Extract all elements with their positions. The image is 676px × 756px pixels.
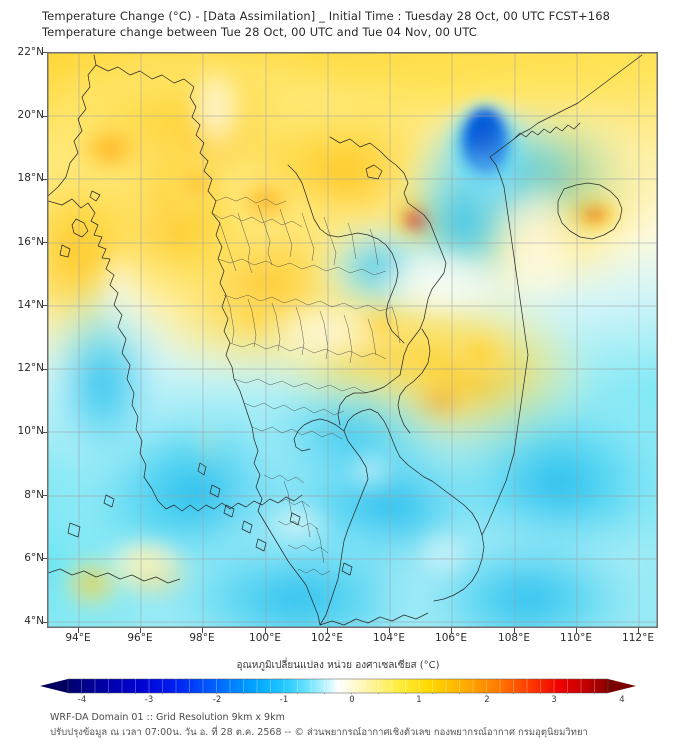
footer-block: WRF-DA Domain 01 :: Grid Resolution 9km … bbox=[50, 710, 670, 740]
xtick-100E: 100°E bbox=[249, 632, 281, 644]
anomaly-field bbox=[48, 53, 657, 627]
cbar-tick-0: 0 bbox=[349, 695, 355, 705]
xtick-mark bbox=[327, 628, 328, 633]
ytick-mark bbox=[42, 369, 47, 370]
cbar-tick-1: 1 bbox=[416, 695, 422, 705]
ytick-mark bbox=[42, 116, 47, 117]
island-coastlines bbox=[48, 164, 429, 626]
ytick-mark bbox=[42, 432, 47, 433]
colorbar-extend-high bbox=[608, 679, 636, 693]
ytick-mark bbox=[42, 52, 47, 53]
ytick-mark bbox=[42, 305, 47, 306]
colorbar-extend-low bbox=[40, 679, 68, 693]
ytick-16N: 16°N bbox=[17, 236, 44, 248]
ytick-8N: 8°N bbox=[24, 489, 44, 501]
ytick-20N: 20°N bbox=[17, 109, 44, 121]
colorbar[interactable] bbox=[40, 678, 636, 696]
xtick-108E: 108°E bbox=[498, 632, 530, 644]
colorbar-block: อุณหภูมิเปลี่ยนแปลง หน่วย องศาเซลเซียส (… bbox=[0, 658, 676, 708]
xtick-106E: 106°E bbox=[435, 632, 467, 644]
xtick-102E: 102°E bbox=[311, 632, 343, 644]
ytick-14N: 14°N bbox=[17, 299, 44, 311]
xtick-94E: 94°E bbox=[65, 632, 91, 644]
province-boundaries bbox=[211, 196, 401, 576]
ytick-18N: 18°N bbox=[17, 172, 44, 184]
xtick-110E: 110°E bbox=[560, 632, 592, 644]
colorbar-gradient bbox=[40, 678, 636, 696]
xtick-mark bbox=[576, 628, 577, 633]
cbar-tick--3: -3 bbox=[144, 695, 154, 705]
title-line-1: Temperature Change (°C) - [Data Assimila… bbox=[42, 9, 611, 23]
xtick-mark bbox=[202, 628, 203, 633]
title-line-2: Temperature change between Tue 28 Oct, 0… bbox=[42, 25, 477, 39]
xtick-mark bbox=[265, 628, 266, 633]
ytick-10N: 10°N bbox=[17, 425, 44, 437]
xtick-mark bbox=[140, 628, 141, 633]
xtick-mark bbox=[451, 628, 452, 633]
ytick-mark bbox=[42, 622, 47, 623]
ytick-22N: 22°N bbox=[17, 46, 44, 58]
map-plot-area[interactable] bbox=[47, 52, 658, 628]
ytick-mark bbox=[42, 558, 47, 559]
map-coastlines bbox=[48, 54, 643, 626]
cbar-tick--4: -4 bbox=[77, 695, 87, 705]
xtick-mark bbox=[389, 628, 390, 633]
xtick-104E: 104°E bbox=[373, 632, 405, 644]
chart-title-block: Temperature Change (°C) - [Data Assimila… bbox=[42, 8, 662, 40]
xtick-mark bbox=[638, 628, 639, 633]
cbar-tick--1: -1 bbox=[279, 695, 289, 705]
cbar-tick-3: 3 bbox=[551, 695, 557, 705]
cbar-tick--2: -2 bbox=[212, 695, 222, 705]
xtick-mark bbox=[514, 628, 515, 633]
xtick-96E: 96°E bbox=[127, 632, 153, 644]
xtick-98E: 98°E bbox=[189, 632, 215, 644]
colorbar-title: อุณหภูมิเปลี่ยนแปลง หน่วย องศาเซลเซียส (… bbox=[236, 660, 440, 671]
ytick-mark bbox=[42, 242, 47, 243]
cbar-tick-4: 4 bbox=[619, 695, 625, 705]
ytick-6N: 6°N bbox=[24, 552, 44, 564]
map-gridlines bbox=[48, 53, 657, 627]
ytick-mark bbox=[42, 495, 47, 496]
footer-credit: ปรับปรุงข้อมูล ณ เวลา 07:00น. วัน อ. ที่… bbox=[50, 727, 588, 738]
xtick-112E: 112°E bbox=[622, 632, 654, 644]
ytick-4N: 4°N bbox=[24, 615, 44, 627]
ytick-mark bbox=[42, 179, 47, 180]
xtick-mark bbox=[78, 628, 79, 633]
colorbar-tick-labels: -4 -3 -2 -1 0 1 2 3 4 bbox=[0, 695, 676, 709]
ytick-12N: 12°N bbox=[17, 362, 44, 374]
footer-domain-info: WRF-DA Domain 01 :: Grid Resolution 9km … bbox=[50, 712, 285, 723]
cbar-tick-2: 2 bbox=[484, 695, 490, 705]
temperature-anomaly-map bbox=[48, 53, 657, 627]
